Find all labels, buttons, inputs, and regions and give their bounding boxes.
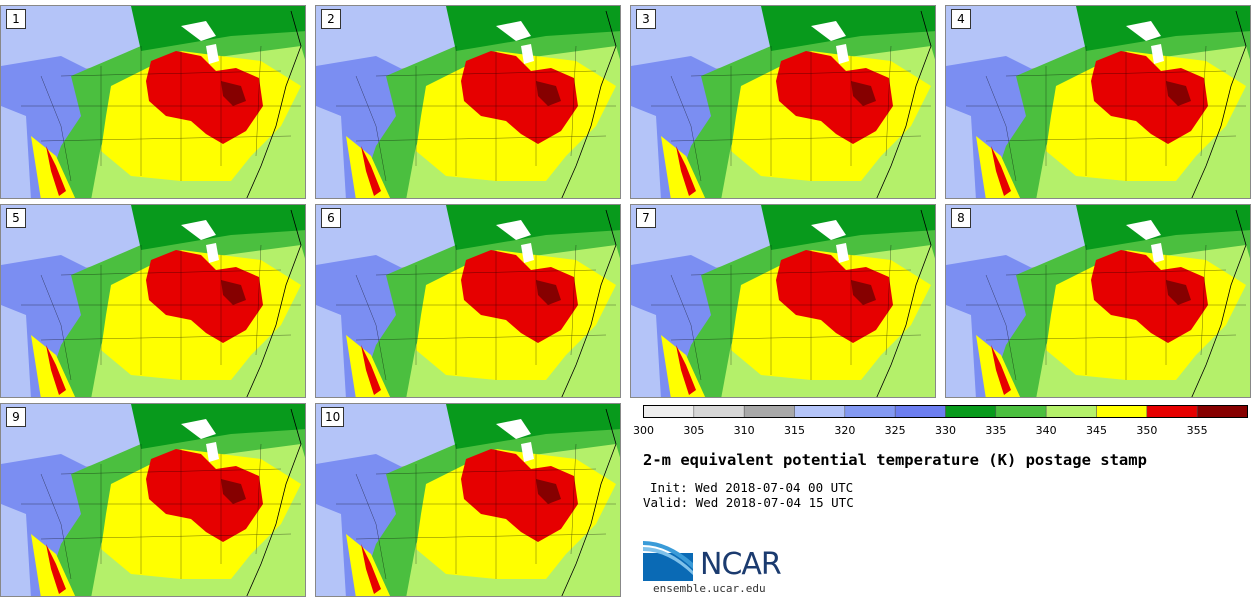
stamp-panel-10: 10 — [315, 403, 621, 597]
colorbar-swatch — [894, 405, 946, 418]
stamp-label-8: 8 — [951, 208, 971, 228]
colorbar-tick-label: 335 — [985, 424, 1007, 437]
stamp-panel-9: 9 — [0, 403, 306, 597]
stamp-panel-4: 4 — [945, 5, 1251, 199]
colorbar-swatch — [844, 405, 896, 418]
stamp-label-9: 9 — [6, 407, 26, 427]
colorbar-swatch — [1146, 405, 1198, 418]
stamp-map-5 — [1, 205, 305, 397]
stamp-panel-1: 1 — [0, 5, 306, 199]
ncar-logo-text: NCAR — [700, 547, 782, 582]
stamp-label-4: 4 — [951, 9, 971, 29]
colorbar-swatch — [995, 405, 1047, 418]
colorbar-tick-label: 320 — [834, 424, 856, 437]
stamp-map-4 — [946, 6, 1250, 198]
colorbar-swatch — [945, 405, 997, 418]
colorbar-swatch — [1096, 405, 1148, 418]
colorbar-tick-label: 340 — [1035, 424, 1057, 437]
map-title: 2-m equivalent potential temperature (K)… — [643, 451, 1147, 469]
stamp-panel-5: 5 — [0, 204, 306, 398]
colorbar-swatch — [1196, 405, 1248, 418]
colorbar-tick-label: 355 — [1186, 424, 1208, 437]
stamp-panel-8: 8 — [945, 204, 1251, 398]
colorbar-swatch — [1045, 405, 1097, 418]
stamp-map-8 — [946, 205, 1250, 397]
valid-time: Valid: Wed 2018-07-04 15 UTC — [643, 495, 854, 510]
stamp-map-6 — [316, 205, 620, 397]
colorbar-swatch — [643, 405, 695, 418]
colorbar-tick-label: 325 — [884, 424, 906, 437]
stamp-map-9 — [1, 404, 305, 596]
colorbar-swatch — [693, 405, 745, 418]
stamp-map-3 — [631, 6, 935, 198]
stamp-label-6: 6 — [321, 208, 341, 228]
colorbar-tick-label: 330 — [935, 424, 956, 437]
colorbar-tick-label: 305 — [683, 424, 705, 437]
stamp-map-2 — [316, 6, 620, 198]
stamp-label-3: 3 — [636, 9, 656, 29]
stamp-map-10 — [316, 404, 620, 596]
stamp-map-7 — [631, 205, 935, 397]
stamp-panel-7: 7 — [630, 204, 936, 398]
colorbar-tick-label: 315 — [784, 424, 805, 437]
stamp-panel-6: 6 — [315, 204, 621, 398]
stamp-label-2: 2 — [321, 9, 341, 29]
colorbar-tick-label: 310 — [733, 424, 755, 437]
colorbar-swatch — [743, 405, 795, 418]
colorbar — [643, 405, 1248, 418]
stamp-map-1 — [1, 6, 305, 198]
stamp-panel-3: 3 — [630, 5, 936, 199]
stamp-label-5: 5 — [6, 208, 26, 228]
stamp-label-7: 7 — [636, 208, 656, 228]
ensemble-url: ensemble.ucar.edu — [653, 582, 766, 595]
stamp-label-1: 1 — [6, 9, 26, 29]
colorbar-swatch — [794, 405, 846, 418]
init-time: Init: Wed 2018-07-04 00 UTC — [650, 480, 854, 495]
colorbar-tick-label: 300 — [633, 424, 654, 437]
stamp-panel-2: 2 — [315, 5, 621, 199]
stamp-label-10: 10 — [321, 407, 345, 427]
colorbar-tick-label: 345 — [1086, 424, 1107, 437]
ncar-logo-icon — [643, 541, 693, 581]
colorbar-tick-label: 350 — [1136, 424, 1158, 437]
